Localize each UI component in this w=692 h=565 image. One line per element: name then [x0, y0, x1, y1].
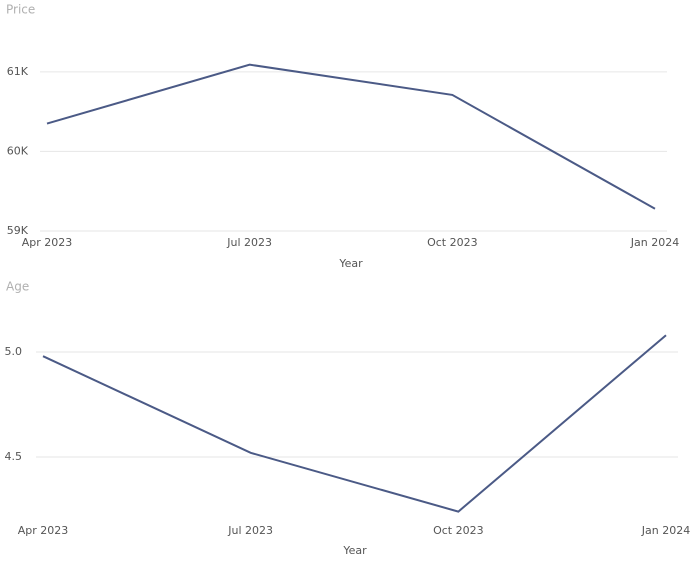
- x-tick-label: Jul 2023: [227, 524, 273, 537]
- chart-title: Age: [6, 280, 29, 294]
- y-tick-label: 59K: [7, 224, 29, 237]
- x-tick-label: Oct 2023: [433, 524, 484, 537]
- x-tick-label: Jul 2023: [226, 236, 272, 249]
- x-tick-label: Oct 2023: [427, 236, 478, 249]
- x-tick-label: Apr 2023: [22, 236, 73, 249]
- y-tick-label: 5.0: [5, 345, 23, 358]
- x-tick-label: Jan 2024: [641, 524, 690, 537]
- y-tick-label: 4.5: [5, 450, 23, 463]
- x-tick-label: Apr 2023: [18, 524, 69, 537]
- line: [46, 63, 656, 210]
- y-tick-label: 60K: [7, 144, 29, 157]
- line: [42, 334, 667, 513]
- chart-title: Price: [6, 3, 35, 17]
- y-tick-label: 61K: [7, 65, 29, 78]
- x-axis-label: Year: [338, 257, 363, 270]
- x-tick-label: Jan 2024: [630, 236, 679, 249]
- x-axis-label: Year: [342, 544, 367, 557]
